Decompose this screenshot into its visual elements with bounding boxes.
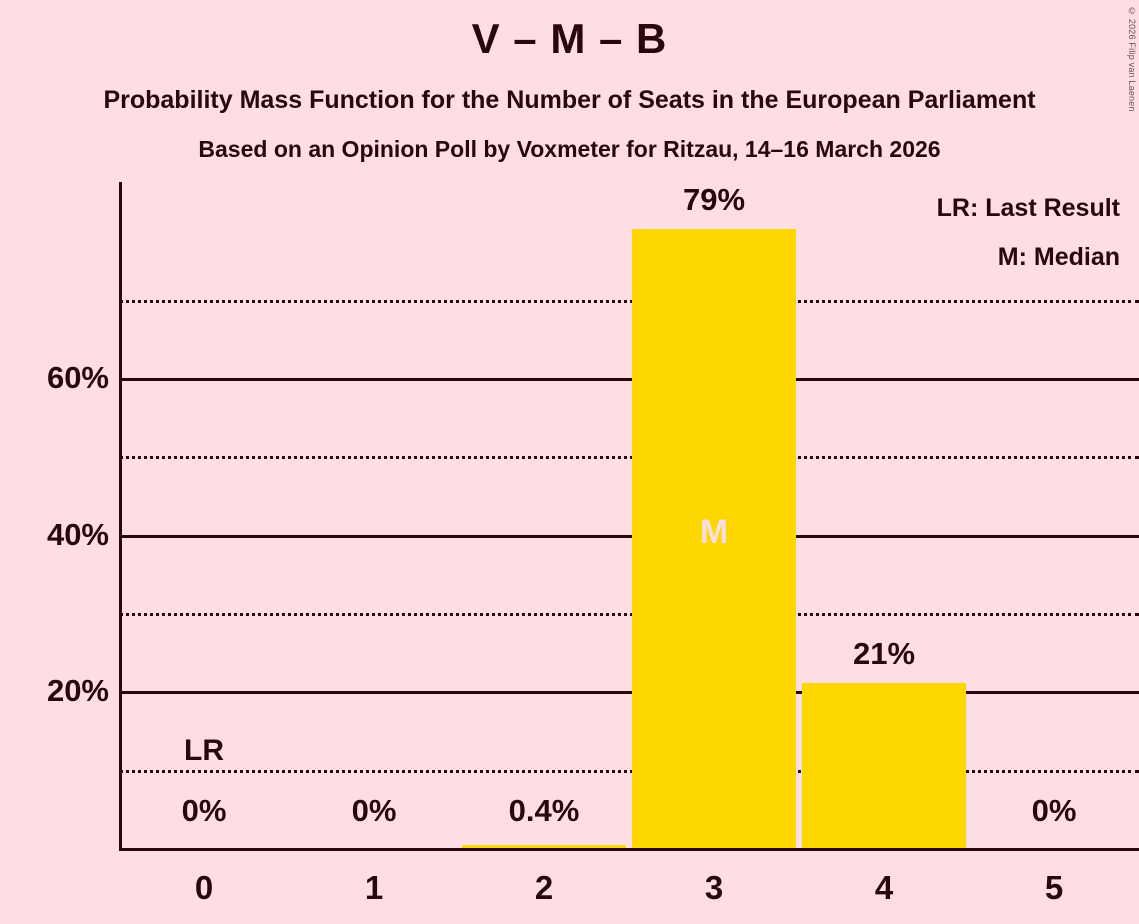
gridline-major [119, 534, 1139, 538]
gridline-minor [119, 612, 1139, 616]
gridline-minor [119, 456, 1139, 460]
bar-value-label: 21% [852, 636, 916, 672]
chart-title: V – M – B [471, 15, 668, 62]
x-axis-tick-label: 5 [1044, 869, 1064, 906]
bar [461, 844, 627, 848]
last-result-marker: LR [184, 733, 224, 767]
x-axis-tick-label: 1 [364, 869, 384, 906]
chart-subtitle-primary: Probability Mass Function for the Number… [103, 86, 1036, 114]
legend-item-median: M: Median [997, 242, 1120, 271]
y-axis-tick-label: 20% [46, 673, 109, 709]
chart-legend: LR: Last Result M: Median [937, 184, 1120, 281]
bar-value-label: 79% [682, 182, 746, 217]
bar-value-label: 0% [1031, 793, 1077, 828]
gridline-minor [119, 769, 1139, 773]
x-axis-tick-label: 2 [534, 869, 554, 906]
bar-value-label: 0% [351, 793, 397, 828]
x-axis-tick-label: 3 [704, 869, 724, 906]
chart-subtitle-secondary: Based on an Opinion Poll by Voxmeter for… [198, 136, 941, 162]
y-axis-tick-label: 40% [46, 516, 109, 552]
plot-area: 20% 40% 60% 0% 0% 0.4% M 79% 21% 0% LR [47, 182, 1139, 848]
bar-value-label: 0.4% [508, 793, 580, 828]
x-axis-tick-label: 4 [874, 869, 894, 906]
y-axis-line [119, 182, 122, 851]
median-marker: M [699, 512, 729, 551]
bar-value-label: 0% [181, 793, 227, 828]
legend-item-last-result: LR: Last Result [936, 194, 1120, 222]
x-axis-tick-label: 0 [194, 869, 214, 906]
bar: M [631, 229, 797, 848]
x-axis-line [119, 848, 1139, 851]
gridline-major [119, 691, 1139, 695]
copyright-notice: © 2026 Filip van Laenen [1127, 6, 1137, 112]
y-axis-tick-label: 60% [46, 359, 109, 395]
bar [801, 683, 967, 848]
gridline-minor [119, 299, 1139, 303]
gridline-major [119, 377, 1139, 381]
